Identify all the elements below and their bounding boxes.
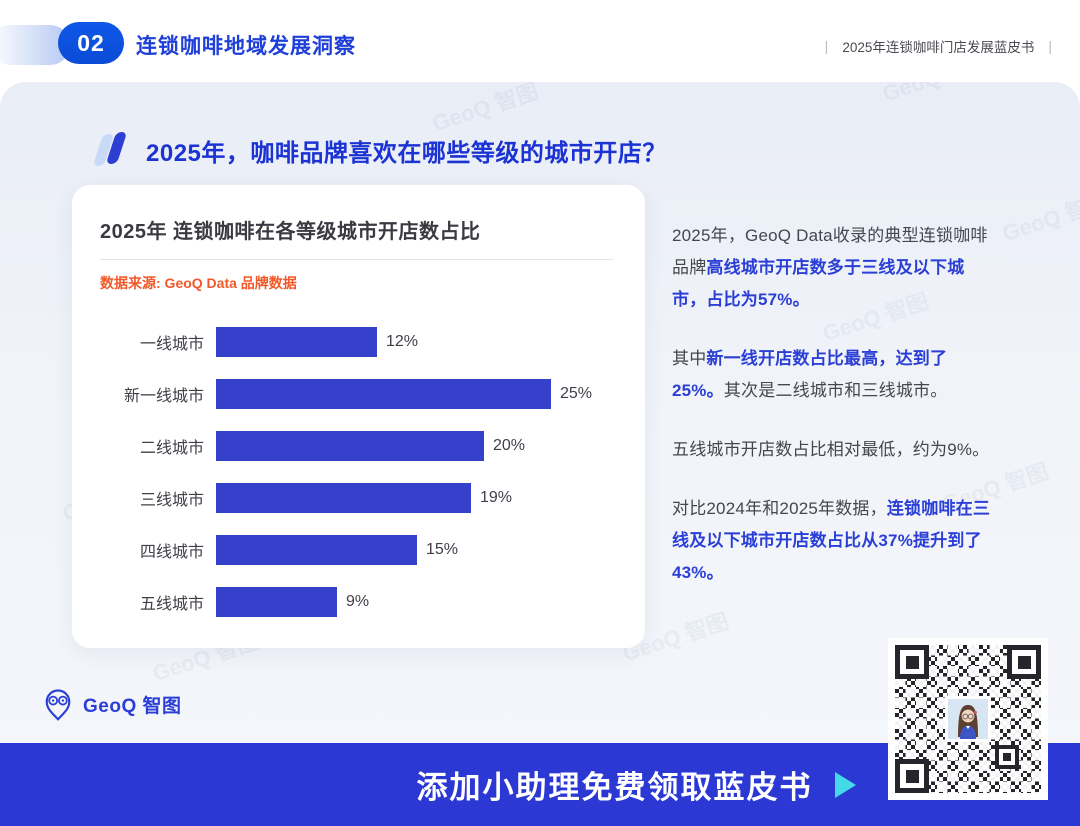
- bar: [216, 483, 471, 513]
- qr-code: [895, 645, 1041, 793]
- insight-paragraph: 五线城市开店数占比相对最低，约为9%。: [672, 434, 996, 466]
- report-name: 2025年连锁咖啡门店发展蓝皮书: [842, 40, 1035, 55]
- data-source-label: 数据来源: GeoQ Data 品牌数据: [100, 275, 297, 291]
- meta-separator-left: |: [824, 38, 829, 54]
- bar-row: 五线城市 9%: [100, 587, 613, 617]
- bar-row: 三线城市 19%: [100, 483, 613, 513]
- bar-value-label: 25%: [560, 385, 593, 402]
- cta-banner-text: 添加小助理免费领取蓝皮书: [416, 770, 813, 805]
- body-text: 其次是二线城市和三线城市。: [723, 380, 948, 400]
- body-text: 五线城市开店数占比相对最低，约为9%。: [672, 439, 990, 459]
- chart-card: 2025年 连锁咖啡在各等级城市开店数占比 数据来源: GeoQ Data 品牌…: [72, 185, 645, 648]
- bar: [216, 587, 337, 617]
- section-header: 2025年，咖啡品牌喜欢在哪些等级的城市开店？: [92, 132, 667, 168]
- bar: [216, 379, 551, 409]
- insight-paragraph: 对比2024年和2025年数据，连锁咖啡在三线及以下城市开店数占比从37%提升到…: [672, 493, 996, 589]
- report-meta: | 2025年连锁咖啡门店发展蓝皮书 |: [825, 36, 1052, 56]
- brand-logo: GeoQ 智图: [40, 686, 182, 722]
- bar-category-label: 一线城市: [139, 336, 204, 353]
- bar: [216, 535, 417, 565]
- meta-separator-right: |: [1048, 38, 1052, 54]
- bar: [216, 327, 377, 357]
- highlighted-text: 连锁咖啡在三线及以下城市开店数占比从37%提升到了43%。: [672, 498, 991, 582]
- bar-category-label: 五线城市: [139, 596, 204, 613]
- body-text: 其中: [672, 348, 707, 368]
- bar-value-label: 9%: [346, 593, 370, 610]
- qr-finder-top-left: [895, 645, 929, 679]
- geoq-owl-pin-icon: [45, 689, 71, 721]
- bar-row: 四线城市 15%: [100, 535, 613, 565]
- bar-row: 一线城市 12%: [100, 327, 613, 357]
- bar-chart: 一线城市 12% 新一线城市 25% 二线城市 20% 三线城市 19% 四线城市 15% 五线城市…: [100, 327, 613, 617]
- chapter-number-badge: 02: [58, 22, 124, 64]
- bar-value-label: 15%: [426, 541, 459, 558]
- chart-title: 2025年 连锁咖啡在各等级城市开店数占比: [100, 221, 481, 243]
- insight-paragraph: 2025年，GeoQ Data收录的典型连锁咖啡品牌高线城市开店数多于三线及以下…: [672, 220, 996, 316]
- qr-code-card: [888, 638, 1048, 800]
- insight-paragraph: 其中新一线开店数占比最高，达到了25%。其次是二线城市和三线城市。: [672, 343, 996, 407]
- chapter-title: 连锁咖啡地域发展洞察: [136, 35, 356, 58]
- play-arrow-icon: [834, 771, 856, 798]
- slash-marks-icon: [92, 132, 132, 168]
- bar-category-label: 二线城市: [139, 440, 204, 457]
- highlighted-text: 高线城市开店数多于三线及以下城市，占比为57%。: [672, 257, 965, 309]
- qr-alignment-marker: [995, 745, 1019, 769]
- bar-value-label: 20%: [493, 437, 526, 454]
- bar-row: 新一线城市 25%: [100, 379, 613, 409]
- qr-center-avatar: [945, 696, 991, 742]
- bar-row: 二线城市 20%: [100, 431, 613, 461]
- qr-finder-top-right: [1007, 645, 1041, 679]
- highlighted-text: 新一线开店数占比最高，达到了25%。: [672, 348, 948, 400]
- bar-category-label: 四线城市: [139, 544, 204, 561]
- insight-paragraphs: 2025年，GeoQ Data收录的典型连锁咖啡品牌高线城市开店数多于三线及以下…: [672, 220, 996, 616]
- bar-value-label: 12%: [386, 333, 419, 350]
- section-title: 2025年，咖啡品牌喜欢在哪些等级的城市开店？: [146, 139, 667, 167]
- body-text: 对比2024年和2025年数据，: [672, 498, 887, 518]
- bar-category-label: 三线城市: [139, 492, 204, 509]
- chart-divider: [100, 259, 613, 260]
- bar-value-label: 19%: [480, 489, 513, 506]
- body-text: 2025年，GeoQ Data收录的典型连锁咖啡品牌: [672, 226, 988, 277]
- bar-category-label: 新一线城市: [123, 388, 204, 405]
- qr-finder-bottom-left: [895, 759, 929, 793]
- bar: [216, 431, 484, 461]
- brand-logo-text: GeoQ 智图: [83, 695, 182, 717]
- page-header: 02 连锁咖啡地域发展洞察 | 2025年连锁咖啡门店发展蓝皮书 |: [0, 0, 1080, 82]
